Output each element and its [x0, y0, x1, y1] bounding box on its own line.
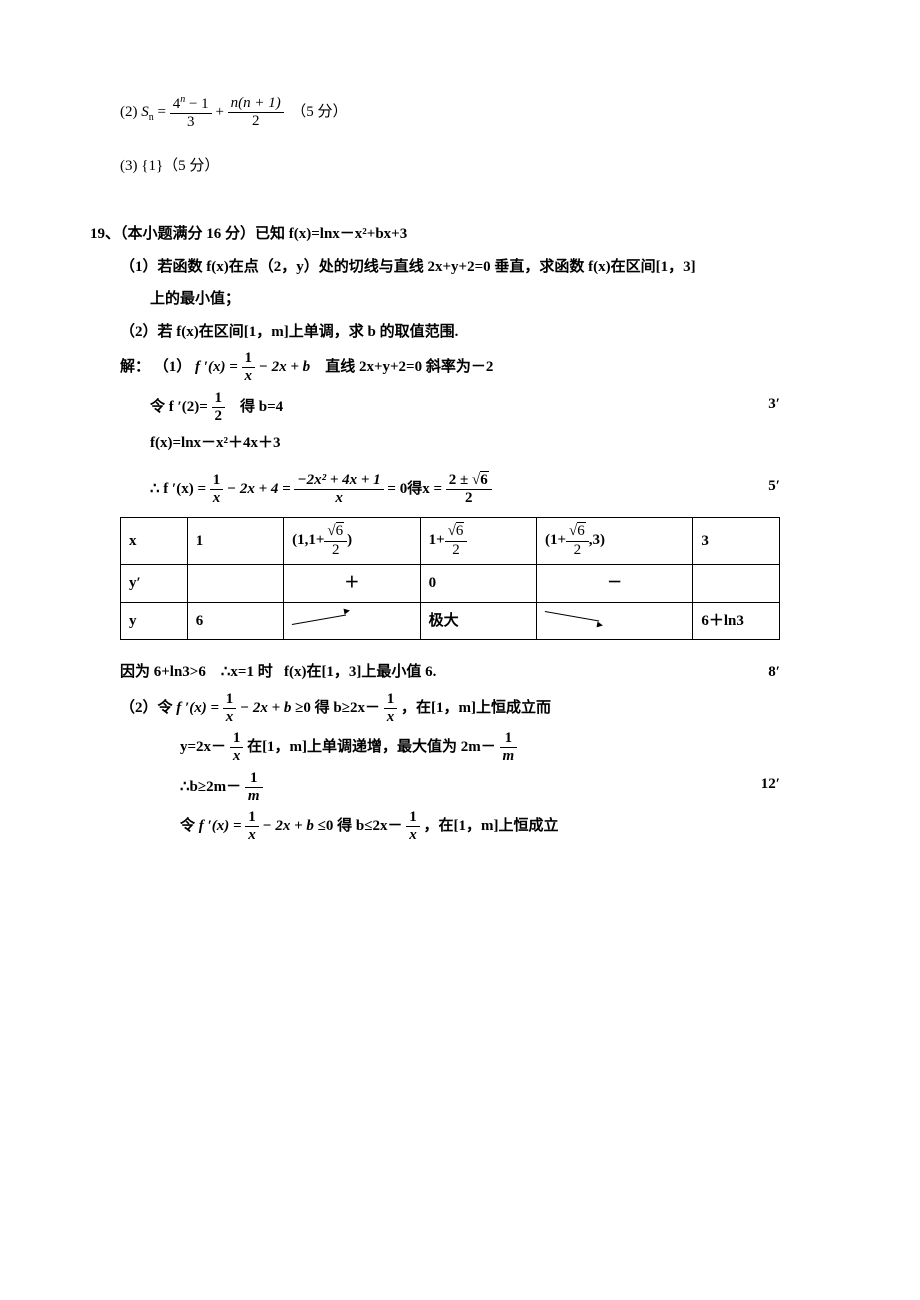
frac1: 4n − 1 3 — [170, 94, 212, 132]
sol1-line4: ∴ f ′(x) = 1x − 2x + 4 = −2x² + 4x + 1x … — [90, 472, 840, 508]
conclusion1: 因为 6+ln3>6 ∴x=1 时 f(x)在[1，3]上最小值 6. 8′ — [90, 658, 840, 687]
sn: Sn = 4n − 1 3 + n(n + 1) 2 — [141, 104, 287, 120]
points: （5 分） — [291, 104, 347, 120]
sol1-line1: 解： （1） f ′(x) = 1x − 2x + b 直线 2x+y+2=0 … — [90, 350, 840, 386]
q18-part3: (3) {1}（5 分） — [90, 152, 840, 181]
score-3: 3′ — [768, 390, 780, 419]
table-row: x 1 (1,1+√62) 1+√62 (1+√62,3) 3 — [121, 518, 780, 565]
arrow-down-icon — [545, 611, 605, 625]
score-8: 8′ — [768, 658, 780, 687]
score-5: 5′ — [768, 472, 780, 501]
frac2: n(n + 1) 2 — [228, 95, 284, 131]
q19-sub1b: 上的最小值； — [90, 285, 840, 314]
sol1-line2: 令 f ′(2)= 12 得 b=4 3′ — [90, 390, 840, 426]
table-row: y 6 极大 6＋ln3 — [121, 602, 780, 640]
q19-sub1: （1）若函数 f(x)在点（2，y）处的切线与直线 2x+y+2=0 垂直，求函… — [90, 253, 840, 282]
score-12: 12′ — [761, 770, 780, 799]
table-row: y′ ＋ 0 － — [121, 565, 780, 603]
analysis-table: x 1 (1,1+√62) 1+√62 (1+√62,3) 3 y′ ＋ 0 －… — [120, 517, 780, 640]
sol2-line3: ∴b≥2m－ 1m 12′ — [90, 770, 840, 806]
sol2-line4: 令 f ′(x) = 1x − 2x + b ≤0 得 b≤2x－ 1x ，在[… — [90, 809, 840, 845]
q19-header: 19、（本小题满分 16 分）已知 f(x)=lnx－x²+bx+3 — [90, 220, 840, 249]
sol2-line2: y=2x－ 1x 在[1，m]上单调递增，最大值为 2m－ 1m — [90, 730, 840, 766]
prefix: (2) — [120, 104, 141, 120]
sol1-line3: f(x)=lnx－x²＋4x＋3 — [90, 429, 840, 458]
sol2-line1: （2）令 f ′(x) = 1x − 2x + b ≥0 得 b≥2x－ 1x … — [90, 691, 840, 727]
q18-part2: (2) Sn = 4n − 1 3 + n(n + 1) 2 （5 分） — [90, 94, 840, 132]
q19-sub2: （2）若 f(x)在区间[1，m]上单调，求 b 的取值范围. — [90, 318, 840, 347]
arrow-up-icon — [292, 611, 352, 625]
